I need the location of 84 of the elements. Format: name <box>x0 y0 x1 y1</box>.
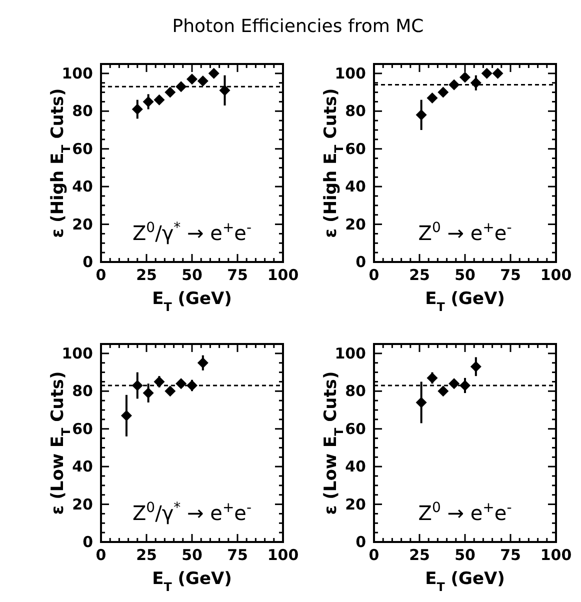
annotation: Z$^{0}$/γ$^{*}$ → e$^{+}$e$^{-}$ <box>132 500 252 525</box>
x-tick-label: 25 <box>136 266 157 284</box>
point <box>481 68 492 79</box>
x-tick-label: 0 <box>96 266 106 284</box>
y-tick-label: 0 <box>356 253 366 271</box>
x-tick-label: 50 <box>182 266 202 284</box>
annotation: Z$^{0}$ → e$^{+}$e$^{-}$ <box>418 500 512 525</box>
y-tick-label: 0 <box>82 253 93 271</box>
point <box>460 72 470 83</box>
x-tick-label: 25 <box>409 546 430 564</box>
x-tick-label: 75 <box>227 266 248 284</box>
point <box>492 68 504 79</box>
point <box>132 380 143 391</box>
x-tick-label: 75 <box>227 546 248 564</box>
y-tick-label: 60 <box>345 420 366 438</box>
x-tick-label: 100 <box>540 266 572 284</box>
x-tick-label: 0 <box>368 546 380 564</box>
x-tick-label: 50 <box>454 266 476 284</box>
y-tick-label: 100 <box>62 344 93 362</box>
x-tick-label: 0 <box>96 546 106 564</box>
point <box>448 378 460 390</box>
y-tick-label: 80 <box>72 382 93 400</box>
point <box>132 104 143 115</box>
y-tick-label: 80 <box>345 102 366 120</box>
y-tick-label: 100 <box>334 344 366 362</box>
annotation: Z$^{0}$ → e$^{+}$e$^{-}$ <box>418 220 512 245</box>
point <box>426 92 438 104</box>
point <box>154 94 165 106</box>
y-tick-label: 40 <box>72 178 93 196</box>
y-tick-label: 0 <box>356 533 366 551</box>
point <box>186 74 198 85</box>
y-tick-label: 20 <box>345 215 366 234</box>
point <box>176 378 187 390</box>
x-tick-label: 0 <box>368 266 380 284</box>
point <box>470 77 482 88</box>
x-tick-label: 50 <box>454 546 476 564</box>
y-tick-label: 20 <box>72 495 93 514</box>
point <box>438 386 449 397</box>
point <box>197 75 208 86</box>
point <box>416 396 427 408</box>
point <box>416 109 427 120</box>
point <box>164 86 176 98</box>
point <box>164 386 176 397</box>
y-tick-label: 60 <box>345 140 366 158</box>
x-axis-title: E$_{T}$ (GeV) <box>152 289 232 314</box>
x-tick-label: 75 <box>500 546 521 564</box>
point <box>219 84 230 96</box>
x-axis-title: E$_{T}$ (GeV) <box>152 569 232 594</box>
point <box>426 372 438 384</box>
annotation: Z$^{0}$/γ$^{*}$ → e$^{+}$e$^{-}$ <box>132 220 252 245</box>
point <box>186 380 198 391</box>
y-tick-label: 20 <box>345 495 366 514</box>
y-tick-label: 100 <box>62 64 93 82</box>
y-tick-label: 40 <box>345 178 366 196</box>
x-tick-label: 50 <box>182 546 202 564</box>
y-tick-label: 80 <box>345 382 366 400</box>
x-tick-label: 25 <box>409 266 430 284</box>
chart-title: Photon Efficiencies from MC <box>172 16 424 37</box>
y-tick-label: 60 <box>72 140 93 158</box>
x-tick-label: 100 <box>267 546 299 564</box>
y-tick-label: 40 <box>345 458 366 476</box>
x-tick-label: 75 <box>500 266 521 284</box>
point <box>470 361 482 372</box>
y-tick-label: 40 <box>72 458 93 476</box>
point <box>154 376 165 388</box>
point <box>208 68 220 79</box>
point <box>176 81 187 92</box>
point <box>142 388 154 399</box>
x-axis-title: E$_{T}$ (GeV) <box>425 289 505 314</box>
y-tick-label: 80 <box>72 102 93 120</box>
x-tick-label: 100 <box>540 546 572 564</box>
y-tick-label: 60 <box>72 420 93 438</box>
point <box>448 79 460 90</box>
y-tick-label: 20 <box>72 215 93 234</box>
point <box>120 410 132 422</box>
x-axis-title: E$_{T}$ (GeV) <box>425 569 505 594</box>
x-tick-label: 100 <box>267 266 299 284</box>
y-tick-label: 100 <box>334 64 366 82</box>
x-tick-label: 25 <box>136 546 157 564</box>
y-tick-label: 0 <box>82 533 93 551</box>
point <box>197 357 208 368</box>
point <box>438 86 449 98</box>
point <box>460 380 470 391</box>
point <box>142 96 154 108</box>
